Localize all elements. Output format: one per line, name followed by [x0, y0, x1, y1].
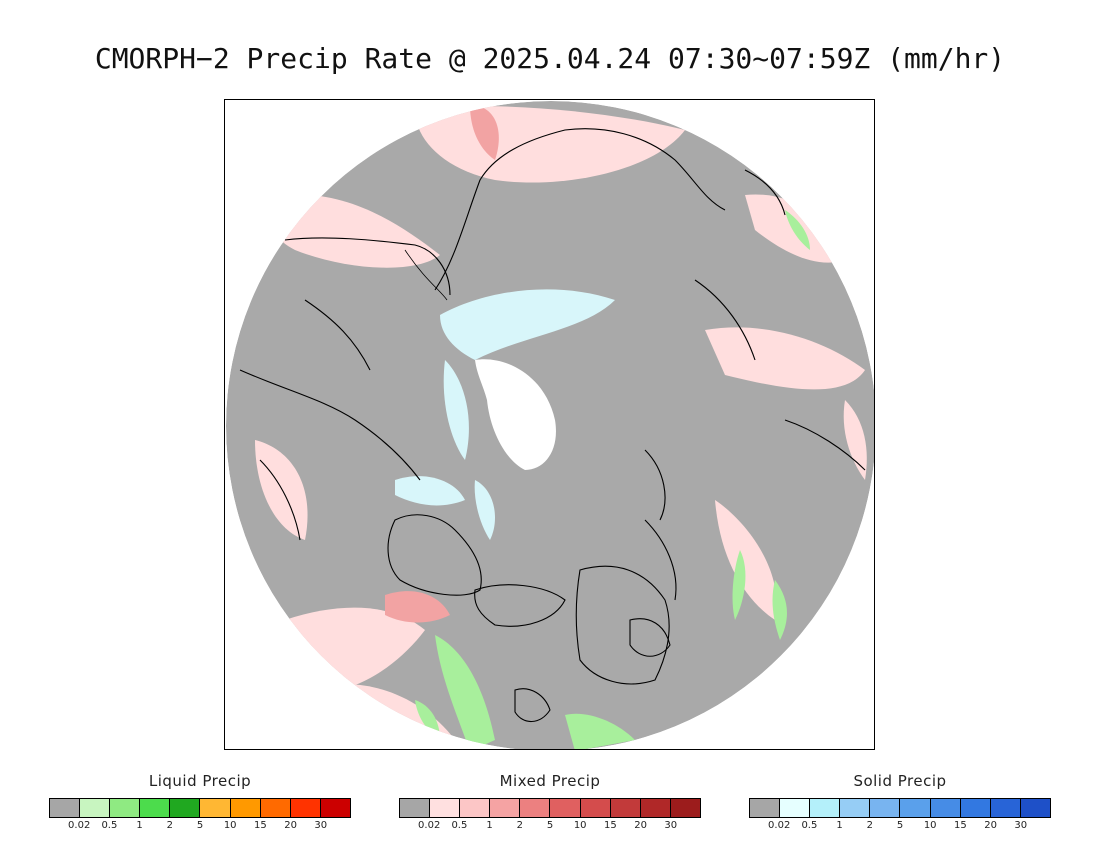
- legend-tick-label: 1: [836, 820, 843, 831]
- liquid-precip-legend: Liquid Precip 0.02 0.5 1 2 5 10 15 20 30: [49, 772, 351, 834]
- legend-tick-label: 30: [314, 820, 328, 831]
- legend-swatch: [200, 799, 231, 817]
- legend-swatch: [780, 799, 811, 817]
- legend-swatch: [1020, 799, 1050, 817]
- legend-swatch: [840, 799, 871, 817]
- legend-tick-label: 10: [923, 820, 937, 831]
- legend-swatch: [50, 799, 81, 817]
- legend-swatch: [140, 799, 171, 817]
- legend-tick-label: 20: [284, 820, 297, 831]
- legend-swatch: [110, 799, 141, 817]
- legend-swatch: [260, 799, 291, 817]
- legend-color-bar: [749, 798, 1051, 818]
- legend-swatch: [230, 799, 261, 817]
- legend-tick-label: 20: [634, 820, 647, 831]
- legend-swatch: [580, 799, 611, 817]
- legend-tick-label: 0.02: [68, 820, 91, 831]
- legend-swatch: [80, 799, 111, 817]
- polar-core: [475, 359, 556, 470]
- legend-tick-label: 0.5: [451, 820, 468, 831]
- legend-tick-label: 0.5: [101, 820, 118, 831]
- legend-tick-label: 5: [546, 820, 554, 831]
- legend-tick-label: 2: [166, 820, 173, 831]
- legend-swatch: [170, 799, 201, 817]
- legend-swatch: [430, 799, 461, 817]
- polar-map: [224, 99, 875, 750]
- legend-color-bar: [49, 798, 351, 818]
- legend-swatch: [900, 799, 931, 817]
- legend-tick-label: 5: [196, 820, 204, 831]
- legend-swatch: [490, 799, 521, 817]
- land-outlines: [239, 128, 866, 723]
- liquid-precip-areas: [415, 210, 810, 749]
- map-title: CMORPH−2 Precip Rate @ 2025.04.24 07:30~…: [94, 42, 1006, 75]
- legend-swatch: [610, 799, 641, 817]
- legend-swatch: [460, 799, 491, 817]
- solid-precip-areas: [395, 289, 615, 540]
- legend-color-bar: [399, 798, 701, 818]
- legend-swatch: [930, 799, 961, 817]
- legend-swatch: [990, 799, 1021, 817]
- legend-tick-label: 5: [896, 820, 904, 831]
- legend-tick-label: 15: [954, 820, 967, 831]
- legend-swatch: [520, 799, 551, 817]
- legend-tick-label: 2: [866, 820, 873, 831]
- legend-swatch: [640, 799, 671, 817]
- legend-tick-label: 0.5: [801, 820, 818, 831]
- legend-tick-label: 0.02: [418, 820, 441, 831]
- legend-swatch: [550, 799, 581, 817]
- legend-tick-label: 15: [254, 820, 267, 831]
- legend-tick-label: 1: [136, 820, 143, 831]
- legend-title: Liquid Precip: [148, 772, 252, 790]
- legend-swatch: [870, 799, 901, 817]
- legend-swatch: [400, 799, 431, 817]
- legend-tick-label: 10: [573, 820, 587, 831]
- legend-ticks: 0.02 0.5 1 2 5 10 15 20 30: [749, 820, 1051, 834]
- legend-tick-label: 1: [486, 820, 493, 831]
- legend-title: Solid Precip: [853, 772, 947, 790]
- legend-title: Mixed Precip: [499, 772, 601, 790]
- legend-tick-label: 15: [604, 820, 617, 831]
- legend-tick-label: 0.02: [768, 820, 791, 831]
- legend-ticks: 0.02 0.5 1 2 5 10 15 20 30: [49, 820, 351, 834]
- solid-precip-legend: Solid Precip 0.02 0.5 1 2 5 10 15 20 30: [749, 772, 1051, 834]
- legend-tick-label: 30: [664, 820, 678, 831]
- legend-swatch: [290, 799, 321, 817]
- legend-tick-label: 2: [516, 820, 523, 831]
- legend-swatch: [810, 799, 841, 817]
- polar-map-svg: [226, 101, 874, 749]
- legend-swatch: [750, 799, 781, 817]
- legend-swatch: [320, 799, 350, 817]
- legend-tick-label: 10: [223, 820, 237, 831]
- legend-swatch: [960, 799, 991, 817]
- mixed-precip-heavy-areas: [385, 105, 499, 623]
- legend-ticks: 0.02 0.5 1 2 5 10 15 20 30: [399, 820, 701, 834]
- legend-tick-label: 20: [984, 820, 997, 831]
- legend-tick-label: 30: [1014, 820, 1028, 831]
- mixed-precip-legend: Mixed Precip 0.02 0.5 1 2 5 10 15 20 30: [399, 772, 701, 834]
- legend-swatch: [670, 799, 700, 817]
